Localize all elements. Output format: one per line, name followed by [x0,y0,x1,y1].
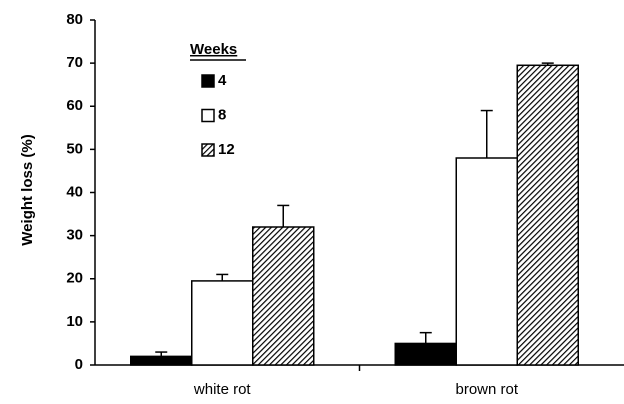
bar [394,342,457,366]
legend-swatch [201,74,215,88]
legend-label: 8 [218,106,226,123]
legend-swatch [201,143,215,157]
y-tick-label: 10 [66,313,83,330]
y-tick-label: 70 [66,54,83,71]
y-tick-label: 30 [66,227,83,244]
legend-label: 4 [218,72,227,89]
legend-label: 12 [218,141,235,158]
bar [516,64,579,366]
bar [130,355,193,366]
y-tick-label: 0 [75,356,83,373]
bar [252,226,315,366]
x-tick-label: white rot [193,381,252,398]
y-tick-label: 40 [66,183,83,200]
y-axis-label: Weight loss (%) [19,134,36,245]
y-tick-label: 20 [66,270,83,287]
legend-swatch [201,108,215,123]
y-tick-label: 50 [66,140,83,157]
bar [191,280,254,366]
legend-title: Weeks [190,41,237,58]
y-tick-label: 60 [66,97,83,114]
bar [455,157,518,366]
x-tick-label: brown rot [455,381,518,398]
y-tick-label: 80 [66,11,83,28]
